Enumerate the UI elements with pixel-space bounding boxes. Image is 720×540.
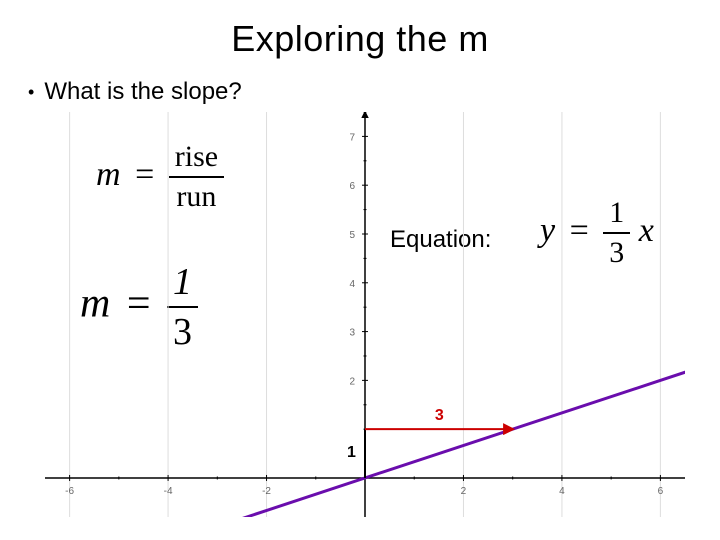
svg-text:6: 6 (658, 486, 664, 497)
svg-text:4: 4 (349, 279, 355, 290)
svg-text:-6: -6 (65, 486, 74, 497)
svg-text:4: 4 (559, 486, 565, 497)
svg-text:3: 3 (349, 328, 355, 339)
bullet-text: What is the slope? (44, 78, 241, 106)
svg-text:5: 5 (349, 230, 355, 241)
bullet-dot: • (28, 80, 34, 104)
bullet-row: • What is the slope? (28, 78, 242, 106)
svg-text:-4: -4 (164, 486, 173, 497)
svg-text:6: 6 (349, 181, 355, 192)
run-label: 3 (435, 407, 444, 425)
svg-text:7: 7 (349, 132, 355, 143)
rise-label: 1 (347, 444, 356, 462)
coordinate-chart: -6 -4 -2 2 4 6 2 3 4 5 6 7 (45, 112, 685, 517)
svg-text:2: 2 (461, 486, 467, 497)
svg-text:2: 2 (349, 376, 355, 387)
slide: Exploring the m • What is the slope? m =… (0, 0, 720, 540)
page-title: Exploring the m (0, 18, 720, 60)
svg-text:-2: -2 (262, 486, 271, 497)
